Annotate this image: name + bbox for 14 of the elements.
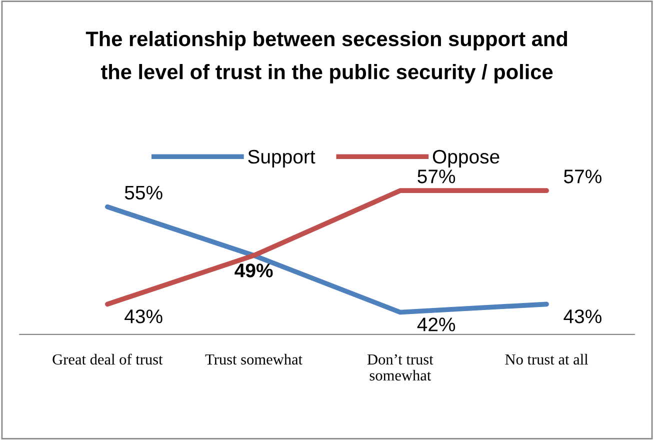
x-tick-label: Don’t trust somewhat <box>367 354 434 381</box>
data-label: 57% <box>564 170 602 184</box>
data-label: 55% <box>124 186 162 200</box>
x-tick-label: No trust at all <box>505 354 588 365</box>
data-label: 49% <box>234 264 273 278</box>
data-label: 43% <box>564 309 602 324</box>
legend-label: Support <box>248 150 316 168</box>
data-label: 42% <box>417 318 456 332</box>
x-tick-label: Great deal of trust <box>52 354 163 365</box>
legend-label: Oppose <box>432 150 500 168</box>
data-label: 43% <box>124 309 162 324</box>
data-label: 57% <box>418 170 456 184</box>
x-tick-label: Trust somewhat <box>205 354 302 365</box>
chart-title: The relationship between secession support and the level of trust in the public security / police <box>86 30 568 84</box>
